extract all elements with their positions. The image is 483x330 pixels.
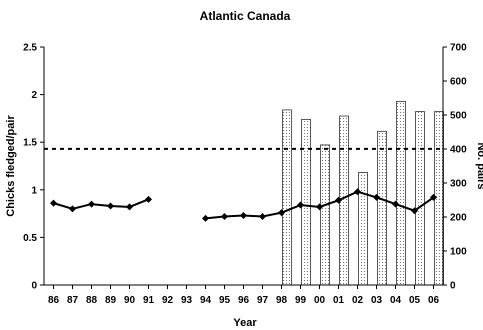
- x-tick-label: 86: [48, 295, 60, 306]
- line-segment-1: [53, 198, 149, 210]
- x-tick-label: 97: [257, 295, 269, 306]
- x-tick-label: 93: [181, 295, 193, 306]
- x-tick-label: 99: [295, 295, 307, 306]
- y-axis-right-ticks: 0 100 200 300 400 500 600 700: [443, 43, 467, 292]
- y-right-tick-label: 500: [450, 111, 467, 122]
- y-left-tick-label: 1: [31, 185, 37, 196]
- x-tick-label: 05: [409, 295, 421, 306]
- x-tick-label: 03: [371, 295, 383, 306]
- bar-04: [396, 101, 406, 286]
- point-89: [107, 202, 114, 210]
- point-95: [221, 212, 228, 220]
- x-axis-label: Year: [233, 317, 257, 329]
- x-tick-label: 89: [105, 295, 117, 306]
- y-left-tick-label: 1.5: [23, 138, 37, 149]
- y-right-tick-label: 0: [450, 281, 456, 292]
- y-right-tick-label: 300: [450, 179, 467, 190]
- point-96: [240, 212, 247, 220]
- point-98: [278, 209, 285, 217]
- y-left-tick-label: 2.5: [23, 43, 37, 54]
- x-tick-label: 98: [276, 295, 288, 306]
- x-tick-label: 01: [333, 295, 345, 306]
- y-right-tick-label: 200: [450, 213, 467, 224]
- point-02: [354, 188, 361, 196]
- point-86: [50, 199, 57, 207]
- x-tick-label: 90: [124, 295, 136, 306]
- point-94: [202, 214, 209, 222]
- bar-02: [358, 172, 368, 286]
- bar-99: [301, 119, 311, 286]
- x-tick-label: 88: [86, 295, 98, 306]
- x-axis-ticks: 86 87 88 89 90 91 92 93 94 95 96 97 98 99 00 01 02 03 04 05…: [48, 285, 440, 306]
- x-tick-label: 94: [200, 295, 212, 306]
- point-01: [335, 196, 342, 204]
- point-06: [430, 193, 437, 201]
- bar-03: [377, 130, 387, 286]
- point-05: [411, 207, 418, 215]
- bar-05: [415, 111, 425, 286]
- bar-98: [282, 109, 292, 286]
- y-axis-right-label: No. pairs: [475, 142, 483, 189]
- point-04: [392, 200, 399, 208]
- y-left-tick-label: 2: [31, 90, 37, 101]
- point-03: [373, 193, 380, 201]
- y-right-tick-label: 100: [450, 247, 467, 258]
- x-tick-label: 92: [162, 295, 174, 306]
- y-axis-left-ticks: 0 0.5 1 1.5 2 2.5: [23, 43, 44, 292]
- x-tick-label: 06: [428, 295, 440, 306]
- x-tick-label: 96: [238, 295, 250, 306]
- point-88: [88, 200, 95, 208]
- y-left-tick-label: 0: [31, 281, 37, 292]
- y-right-tick-label: 600: [450, 77, 467, 88]
- x-tick-label: 00: [314, 295, 326, 306]
- x-tick-label: 95: [219, 295, 231, 306]
- x-tick-label: 91: [143, 295, 155, 306]
- x-tick-label: 04: [390, 295, 402, 306]
- point-00: [316, 203, 323, 211]
- y-axis-left-label: Chicks fledged/pair: [5, 115, 17, 217]
- point-99: [297, 201, 304, 209]
- y-left-tick-label: 0.5: [23, 233, 37, 244]
- y-right-tick-label: 700: [450, 43, 467, 54]
- point-87: [69, 205, 76, 213]
- x-tick-label: 02: [352, 295, 364, 306]
- x-tick-label: 87: [67, 295, 79, 306]
- y-right-tick-label: 400: [450, 145, 467, 156]
- chart-title: Atlantic Canada: [200, 9, 291, 23]
- line-series: [50, 188, 437, 222]
- point-91: [145, 195, 152, 203]
- bar-00: [320, 144, 330, 286]
- point-97: [259, 212, 266, 220]
- point-90: [126, 203, 133, 211]
